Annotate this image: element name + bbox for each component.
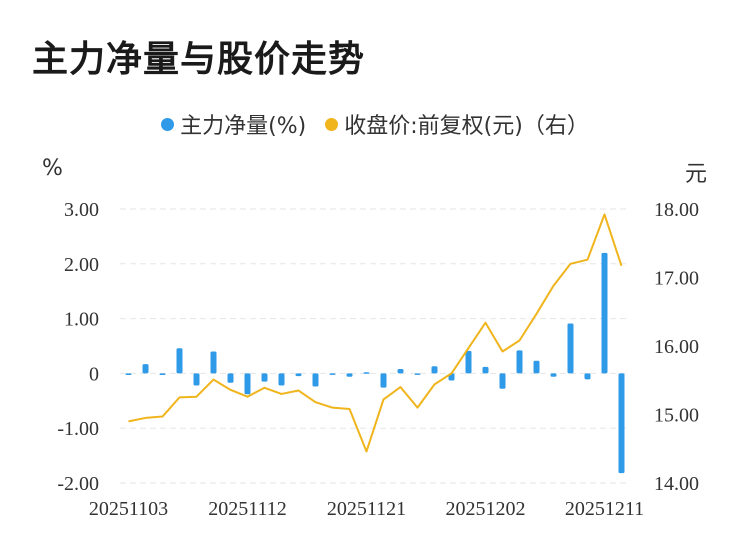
net-flow-bar xyxy=(312,373,319,387)
net-flow-bar xyxy=(414,373,421,375)
legend-item-net-flow[interactable]: 主力净量(%) xyxy=(161,108,306,140)
x-tick-label: 20251103 xyxy=(89,498,168,520)
left-axis-unit: % xyxy=(42,156,63,181)
left-tick-label: 3.00 xyxy=(64,199,99,221)
left-tick-label: -2.00 xyxy=(57,473,99,495)
legend-label-net-flow: 主力净量(%) xyxy=(180,114,307,139)
net-flow-bar xyxy=(125,373,132,376)
net-flow-bar xyxy=(567,323,574,374)
net-flow-bar xyxy=(227,373,234,383)
left-tick-label: -1.00 xyxy=(57,418,99,440)
net-flow-bar xyxy=(516,350,523,374)
x-tick-label: 20251121 xyxy=(327,498,406,520)
left-tick-label: 0 xyxy=(89,363,99,385)
right-tick-label: 14.00 xyxy=(654,473,699,495)
legend-item-close-price[interactable]: 收盘价:前复权(元)（右） xyxy=(325,108,589,140)
x-tick-label: 20251211 xyxy=(565,498,644,520)
legend-dot-icon xyxy=(161,117,175,131)
net-flow-bar xyxy=(533,360,540,374)
net-flow-bar xyxy=(499,373,506,389)
net-flow-bar xyxy=(431,366,438,374)
x-tick-label: 20251112 xyxy=(208,498,287,520)
close-price-line xyxy=(128,213,623,453)
net-flow-bar xyxy=(295,373,302,377)
net-flow-bar xyxy=(618,373,625,474)
legend-dot-icon xyxy=(325,117,339,131)
net-flow-bar xyxy=(380,373,387,388)
net-flow-bar xyxy=(584,373,591,380)
right-tick-label: 18.00 xyxy=(654,199,699,221)
net-flow-bar xyxy=(193,373,200,386)
net-flow-bar xyxy=(550,373,557,377)
legend-label-close-price: 收盘价:前复权(元)（右） xyxy=(344,114,589,139)
net-flow-bar xyxy=(261,373,268,382)
x-tick-label: 20251202 xyxy=(446,498,526,520)
chart-legend: 主力净量(%) 收盘价:前复权(元)（右） xyxy=(0,108,750,140)
right-tick-label: 17.00 xyxy=(654,268,699,290)
net-flow-bar xyxy=(329,373,336,375)
net-flow-bar xyxy=(363,372,370,374)
chart-title: 主力净量与股价走势 xyxy=(32,39,366,80)
net-flow-bar xyxy=(210,351,217,374)
right-tick-label: 15.00 xyxy=(654,405,699,427)
right-axis-unit: 元 xyxy=(685,162,708,187)
net-flow-bar xyxy=(465,350,472,374)
net-flow-bar xyxy=(159,373,166,376)
net-flow-bar xyxy=(346,373,353,377)
net-flow-bar xyxy=(244,373,251,395)
left-tick-label: 1.00 xyxy=(64,309,99,331)
net-flow-bar xyxy=(601,252,608,374)
net-flow-bar xyxy=(176,348,183,374)
net-flow-bar xyxy=(278,373,285,386)
right-tick-label: 16.00 xyxy=(654,336,699,358)
net-flow-bar xyxy=(482,366,489,374)
net-flow-bar xyxy=(397,369,404,374)
left-tick-label: 2.00 xyxy=(64,254,99,276)
net-flow-bar xyxy=(142,364,149,374)
